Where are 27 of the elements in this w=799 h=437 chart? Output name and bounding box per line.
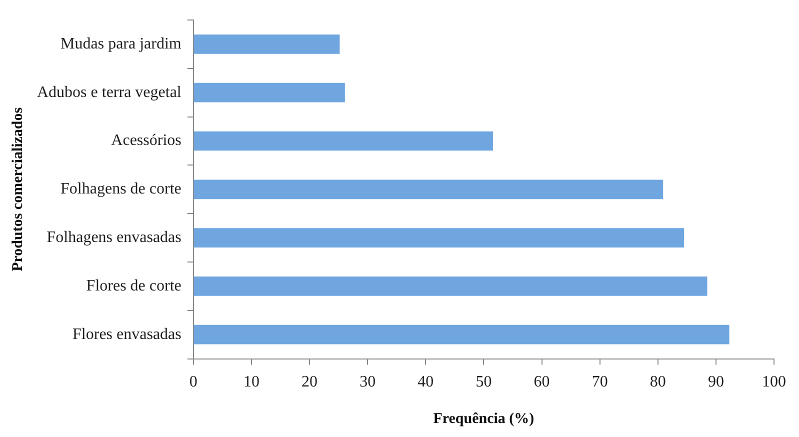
bar xyxy=(194,82,345,102)
y-tick-label: Acessórios xyxy=(111,132,182,150)
y-tick-label: Flores de corte xyxy=(86,277,182,294)
x-tick-label: 100 xyxy=(762,374,786,391)
x-tick-label: 90 xyxy=(708,374,724,391)
bar xyxy=(194,34,340,54)
x-tick-label: 20 xyxy=(302,374,318,391)
x-tick-label: 80 xyxy=(650,374,666,391)
y-tick-label: Mudas para jardim xyxy=(60,35,182,52)
x-axis-title: Frequência (%) xyxy=(433,410,534,427)
x-tick-label: 40 xyxy=(418,374,434,391)
bar xyxy=(194,180,664,200)
y-tick-label: Folhagens envasadas xyxy=(46,229,182,246)
x-tick-label: 70 xyxy=(592,374,608,391)
x-tick-label: 10 xyxy=(243,374,260,391)
bar xyxy=(194,324,730,344)
x-tick-label: 50 xyxy=(476,374,492,391)
y-tick-label: Folhagens de corte xyxy=(60,180,182,198)
x-tick-label: 30 xyxy=(360,374,376,391)
x-tick-label: 60 xyxy=(534,374,550,391)
x-tick-label: 0 xyxy=(189,374,198,391)
y-axis-title: Produtos comercializados xyxy=(10,107,26,272)
y-tick-label: Flores envasadas xyxy=(72,326,182,343)
bar xyxy=(194,131,493,151)
bar xyxy=(194,276,708,296)
bar xyxy=(194,228,684,248)
y-tick-label: Adubos e terra vegetal xyxy=(36,84,182,101)
